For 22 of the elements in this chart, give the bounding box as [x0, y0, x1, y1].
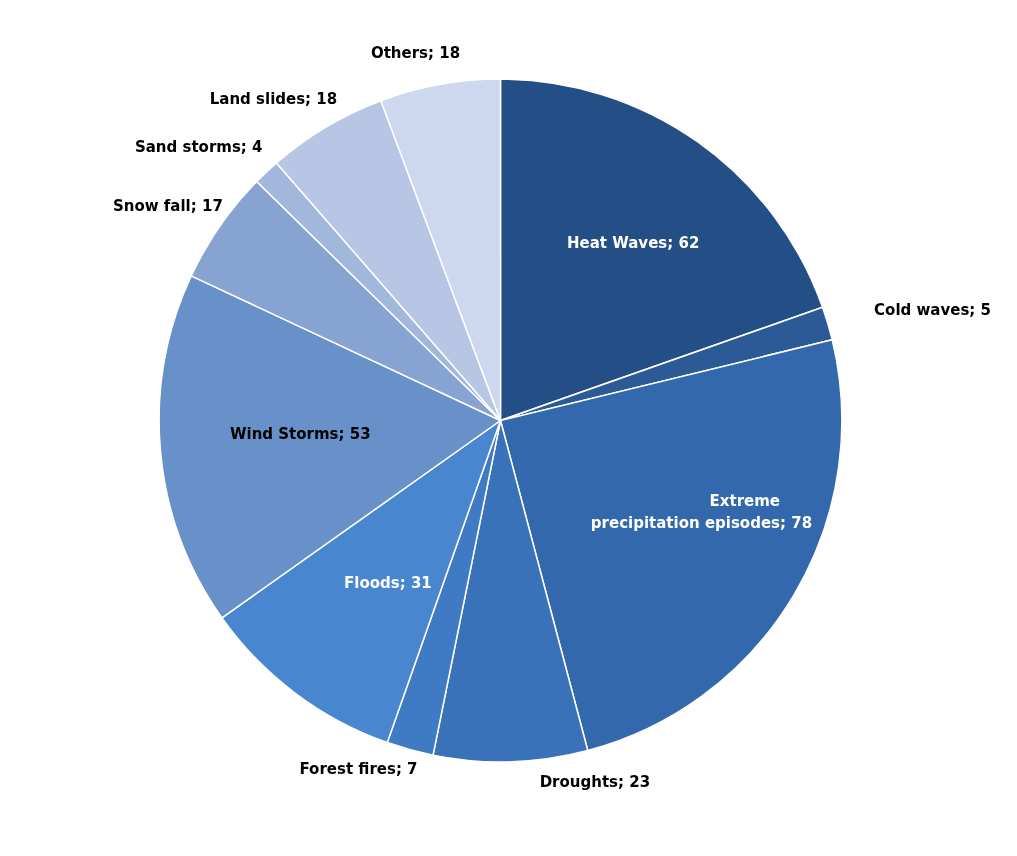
data-label: ; 18	[428, 44, 461, 63]
slice-label: Wind Storms	[229, 424, 339, 443]
slice-label: Cold waves	[874, 301, 970, 320]
data-label: ; 31	[399, 574, 432, 593]
data-label: ; 18	[305, 90, 338, 109]
slice-label: Sand storms	[134, 138, 241, 157]
slice-label: Droughts	[539, 773, 619, 792]
slice-label: Extreme precipitation episodes	[590, 492, 781, 532]
data-label: ; 23	[618, 773, 651, 792]
slice-label: Others	[370, 44, 429, 63]
data-label: ; 4	[240, 138, 263, 157]
data-label: ; 62	[667, 233, 700, 252]
data-label: ; 53	[338, 424, 371, 443]
data-label: ; 7	[395, 760, 418, 779]
data-label: ; 5	[969, 301, 992, 320]
slice-label: Floods	[344, 574, 400, 593]
slice-label: Land slides	[209, 90, 306, 109]
slice-label: Heat Waves	[566, 233, 668, 252]
slice-label: Forest fires	[299, 760, 396, 779]
data-label: ; 78	[780, 513, 813, 532]
data-label: ; 17	[190, 196, 223, 215]
slice-label: Snow fall	[112, 196, 191, 215]
